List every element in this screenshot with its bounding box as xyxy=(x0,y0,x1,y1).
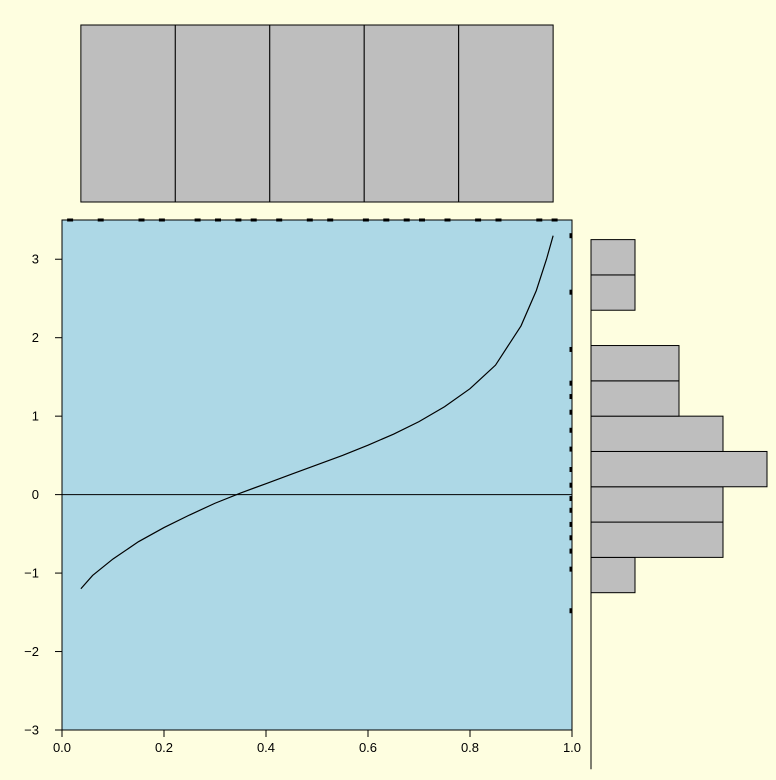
x-histogram-bar xyxy=(80,24,176,203)
plot-panel-background xyxy=(62,220,572,730)
y-tick-label: −3 xyxy=(24,723,39,738)
y-histogram-bar xyxy=(590,450,768,488)
x-histogram-bar xyxy=(458,24,554,203)
x-histogram-bar xyxy=(363,24,460,203)
y-histogram-bar xyxy=(590,274,636,311)
y-histogram xyxy=(590,239,768,770)
y-histogram-bar xyxy=(590,345,680,382)
y-tick-label: 0 xyxy=(32,487,39,502)
y-tick-label: 1 xyxy=(32,409,39,424)
y-histogram-bar xyxy=(590,521,724,558)
y-histogram-bar xyxy=(590,239,636,276)
y-tick-label: −2 xyxy=(24,644,39,659)
x-tick-label: 0.2 xyxy=(155,740,173,755)
y-histogram-bar xyxy=(590,486,724,523)
y-tick-label: −1 xyxy=(24,566,39,581)
x-histogram xyxy=(80,24,554,203)
x-tick-label: 0.6 xyxy=(359,740,377,755)
x-axis: 0.0 0.2 0.4 0.6 0.8 1.0 xyxy=(53,729,581,755)
y-histogram-bar xyxy=(590,556,636,594)
series-line-curve xyxy=(80,235,554,590)
x-tick-label: 0.0 xyxy=(53,740,71,755)
y-axis: −3 −2 −1 0 1 2 3 xyxy=(24,252,63,738)
y-tick-label: 3 xyxy=(32,252,39,267)
y-tick-label: 2 xyxy=(32,330,39,345)
x-histogram-bar xyxy=(174,24,271,203)
x-tick-label: 0.4 xyxy=(257,740,275,755)
x-histogram-bar xyxy=(269,24,365,203)
x-tick-label: 1.0 xyxy=(563,740,581,755)
y-histogram-bar xyxy=(590,415,724,452)
y-histogram-bar xyxy=(590,380,680,417)
x-tick-label: 0.8 xyxy=(461,740,479,755)
